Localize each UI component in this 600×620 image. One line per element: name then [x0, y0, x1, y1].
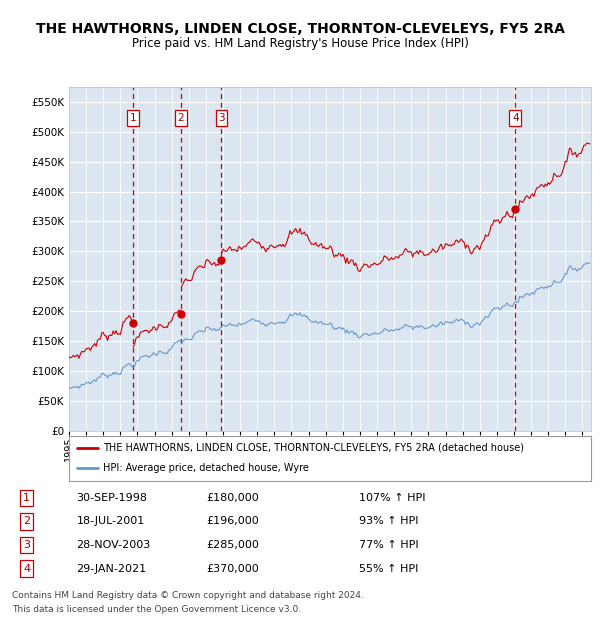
Text: Price paid vs. HM Land Registry's House Price Index (HPI): Price paid vs. HM Land Registry's House …	[131, 37, 469, 50]
Text: 2: 2	[23, 516, 30, 526]
Text: 3: 3	[218, 113, 225, 123]
Text: £180,000: £180,000	[206, 493, 259, 503]
Text: 1: 1	[130, 113, 136, 123]
Text: 1: 1	[23, 493, 30, 503]
Text: £196,000: £196,000	[206, 516, 259, 526]
Text: This data is licensed under the Open Government Licence v3.0.: This data is licensed under the Open Gov…	[12, 605, 301, 614]
Text: £285,000: £285,000	[206, 540, 259, 550]
Text: Contains HM Land Registry data © Crown copyright and database right 2024.: Contains HM Land Registry data © Crown c…	[12, 591, 364, 600]
Text: 77% ↑ HPI: 77% ↑ HPI	[359, 540, 418, 550]
Text: THE HAWTHORNS, LINDEN CLOSE, THORNTON-CLEVELEYS, FY5 2RA (detached house): THE HAWTHORNS, LINDEN CLOSE, THORNTON-CL…	[103, 443, 524, 453]
Text: 4: 4	[512, 113, 518, 123]
Text: HPI: Average price, detached house, Wyre: HPI: Average price, detached house, Wyre	[103, 463, 309, 474]
Text: 2: 2	[178, 113, 184, 123]
Text: 107% ↑ HPI: 107% ↑ HPI	[359, 493, 425, 503]
Text: 29-JAN-2021: 29-JAN-2021	[77, 564, 146, 574]
Text: 28-NOV-2003: 28-NOV-2003	[77, 540, 151, 550]
Text: THE HAWTHORNS, LINDEN CLOSE, THORNTON-CLEVELEYS, FY5 2RA: THE HAWTHORNS, LINDEN CLOSE, THORNTON-CL…	[35, 22, 565, 36]
Text: 4: 4	[23, 564, 30, 574]
Text: 3: 3	[23, 540, 30, 550]
Text: 55% ↑ HPI: 55% ↑ HPI	[359, 564, 418, 574]
Text: 18-JUL-2001: 18-JUL-2001	[77, 516, 145, 526]
Text: £370,000: £370,000	[206, 564, 259, 574]
Text: 30-SEP-1998: 30-SEP-1998	[77, 493, 148, 503]
Text: 93% ↑ HPI: 93% ↑ HPI	[359, 516, 418, 526]
